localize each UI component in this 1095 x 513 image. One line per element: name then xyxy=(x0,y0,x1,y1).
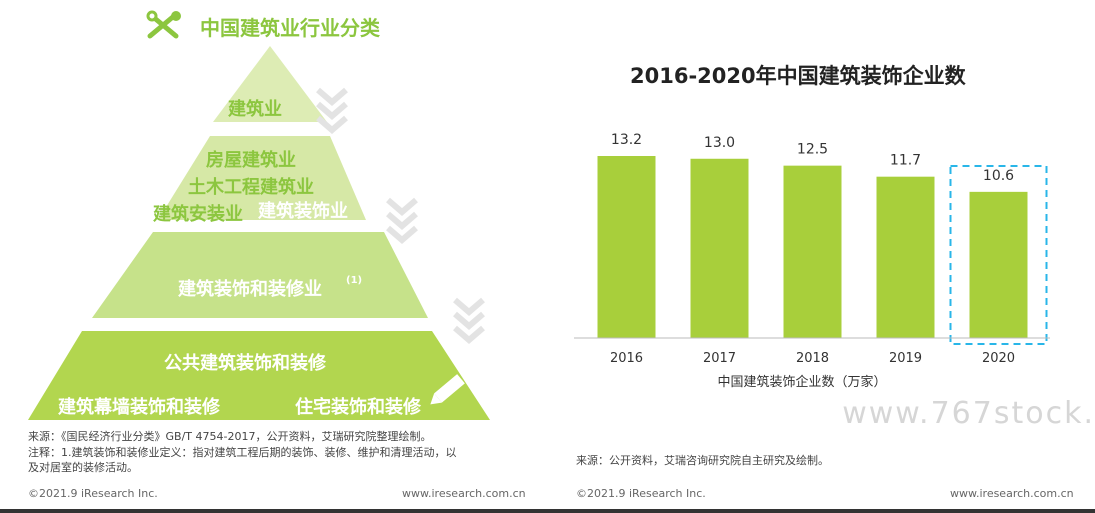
chart-title: 2016-2020年中国建筑装饰企业数 xyxy=(630,64,966,88)
tier-label-residential: 住宅装饰和装修 xyxy=(295,397,421,418)
right-source-note: 来源：公开资料，艾瑞咨询研究院自主研究及绘制。 xyxy=(576,454,829,467)
pyramid-tier-2 xyxy=(158,136,366,220)
data-label-2018: 12.5 xyxy=(797,142,828,158)
x-axis-label: 中国建筑装饰企业数（万家） xyxy=(717,374,886,390)
watermark: www.767stock. xyxy=(842,396,1095,431)
right-copyright: ©2021.9 iResearch Inc. xyxy=(576,487,706,500)
data-label-2017: 13.0 xyxy=(704,135,735,151)
bar-2017 xyxy=(690,158,749,338)
x-tick-2017: 2017 xyxy=(703,351,736,366)
bar-2018 xyxy=(783,165,842,338)
classification-title: 中国建筑业行业分类 xyxy=(200,16,380,40)
tier-label-public: 公共建筑装饰和装修 xyxy=(164,353,326,374)
bar-2019 xyxy=(876,176,935,338)
chevron-down-icon xyxy=(453,297,485,344)
tier-label-installation: 建筑安装业 xyxy=(153,204,243,225)
tier-label-housing: 房屋建筑业 xyxy=(206,150,296,171)
chevron-down-icon xyxy=(316,87,348,134)
x-tick-2016: 2016 xyxy=(610,351,643,366)
pyramid-tier-4 xyxy=(28,331,490,420)
data-label-2016: 13.2 xyxy=(611,132,642,148)
bar-2020 xyxy=(969,191,1028,338)
left-copyright: ©2021.9 iResearch Inc. xyxy=(28,487,158,500)
x-tick-2018: 2018 xyxy=(796,351,829,366)
left-definition-note-cont: 及对居室的装修活动。 xyxy=(28,461,138,474)
tier-label-civil: 土木工程建筑业 xyxy=(188,177,314,198)
bar-2016 xyxy=(597,156,656,338)
tier-label-construction: 建筑业 xyxy=(228,99,282,120)
enterprise-count-chart: 13.2 2016 13.0 2017 12.5 2018 11.7 2019 10.6 2020… xyxy=(574,132,1050,390)
tier-label-decoration-renovation: 建筑装饰和装修业 xyxy=(178,279,322,300)
highlight-box xyxy=(949,165,1048,345)
data-label-2020: 10.6 xyxy=(983,168,1014,184)
left-definition-note: 注释：1.建筑装饰和装修业定义：指对建筑工程后期的装饰、装修、维护和清理活动，以 xyxy=(28,446,457,459)
data-label-2019: 11.7 xyxy=(890,153,921,169)
right-site-link[interactable]: www.iresearch.com.cn xyxy=(950,487,1074,500)
industry-pyramid xyxy=(28,46,490,420)
bottom-divider xyxy=(0,509,1095,513)
left-site-link[interactable]: www.iresearch.com.cn xyxy=(402,487,526,500)
chevron-down-icon xyxy=(386,197,418,244)
tier-label-decoration: 建筑装饰业 xyxy=(258,201,348,222)
tier-label-curtain-wall: 建筑幕墙装饰和装修 xyxy=(58,397,220,418)
x-tick-2020: 2020 xyxy=(982,351,1015,366)
x-tick-2019: 2019 xyxy=(889,351,922,366)
pencil-icon xyxy=(430,374,465,405)
left-source-note: 来源：《国民经济行业分类》GB/T 4754-2017，公开资料，艾瑞研究院整理… xyxy=(28,430,432,443)
pyramid-tier-3 xyxy=(92,232,428,318)
tier-footnote-marker: (1) xyxy=(346,275,363,286)
pyramid-tier-1 xyxy=(213,46,327,122)
tools-icon xyxy=(146,10,181,39)
